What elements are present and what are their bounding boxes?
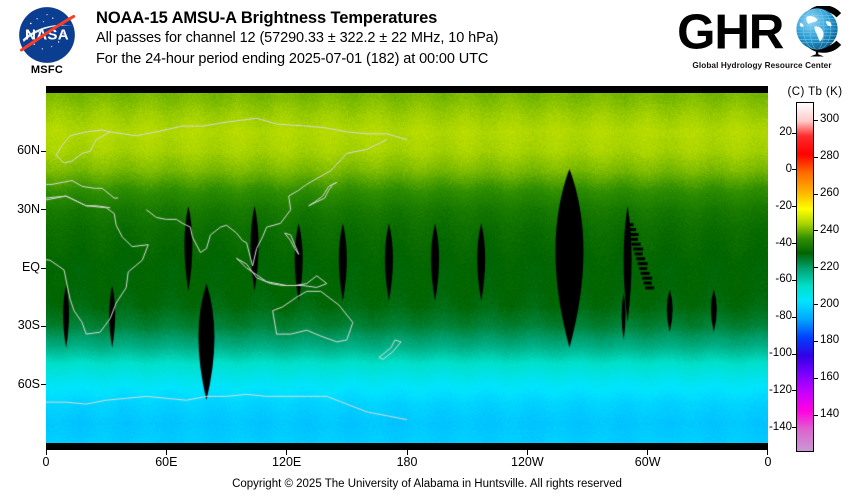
colorbar-label-celsius: -100 [768, 347, 792, 360]
colorbar-tick-k [814, 378, 818, 379]
nasa-meatball-icon: NASA [19, 7, 76, 63]
colorbar-tick-c [792, 354, 796, 355]
colorbar-label-kelvin: 160 [820, 371, 840, 384]
y-axis-tick [41, 151, 46, 152]
colorbar-tick-k [814, 230, 818, 231]
title-block: NOAA-15 AMSU-A Brightness Temperatures A… [96, 8, 656, 70]
colorbar-label-kelvin: 300 [820, 113, 840, 126]
map-plot-area [46, 93, 768, 443]
page-header: NASA MSFC NOAA-15 AMSU-A Brightness Temp… [0, 0, 854, 90]
colorbar-label-kelvin: 200 [820, 297, 840, 310]
svg-text:NASA: NASA [25, 27, 69, 44]
y-axis-tick [41, 326, 46, 327]
y-axis-label: 60S [17, 376, 40, 391]
y-axis-tick [41, 384, 46, 385]
colorbar-label-kelvin: 180 [820, 334, 840, 347]
page-subtitle-period: For the 24-hour period ending 2025-07-01… [96, 51, 489, 67]
x-axis-tick [286, 450, 287, 455]
x-axis-label: 0 [764, 455, 772, 469]
colorbar-tick-c [792, 243, 796, 244]
colorbar-title: (C) Tb (K) [787, 86, 843, 98]
svg-text:GHR: GHR [677, 6, 784, 59]
page-title: NOAA-15 AMSU-A Brightness Temperatures [96, 9, 438, 27]
colorbar-label-celsius: -40 [775, 236, 792, 249]
colorbar-label-celsius: -140 [768, 420, 792, 433]
x-axis-label: 60W [634, 455, 661, 469]
x-axis-label: 60E [155, 455, 178, 469]
y-axis-label: 30N [17, 201, 40, 216]
colorbar-label-celsius: 20 [779, 126, 792, 139]
x-axis-tick [166, 450, 167, 455]
y-axis-label: EQ [21, 260, 40, 274]
colorbar-tick-c [792, 169, 796, 170]
colorbar-tick-k [814, 304, 818, 305]
x-axis-tick [46, 450, 47, 455]
nasa-logo: NASA MSFC [8, 4, 86, 84]
colorbar-label-celsius: -80 [775, 310, 792, 323]
colorbar-tick-c [792, 133, 796, 134]
y-axis-tick [41, 209, 46, 210]
colorbar-tick-c [792, 317, 796, 318]
x-axis-tick [527, 450, 528, 455]
colorbar-tick-k [814, 267, 818, 268]
colorbar-label-celsius: -20 [775, 199, 792, 212]
colorbar-label-kelvin: 220 [820, 260, 840, 273]
colorbar-tick-c [792, 390, 796, 391]
colorbar-label-kelvin: 240 [820, 223, 840, 236]
colorbar-label-celsius: -60 [775, 273, 792, 286]
x-axis-label: 0 [42, 455, 50, 469]
x-axis-label: 120E [272, 455, 302, 469]
ghrc-logo: GHR Global Hydrology Resource Center [676, 6, 848, 80]
colorbar-tick-k [814, 120, 818, 121]
ghrc-tagline: Global Hydrology Resource Center [692, 61, 832, 70]
colorbar-tick-k [814, 415, 818, 416]
x-axis-label: 120W [511, 455, 544, 469]
y-axis-label: 30S [17, 318, 40, 333]
x-axis-tick [647, 450, 648, 455]
ghrc-wordmark-icon: GHR [677, 6, 842, 59]
y-axis-tick [41, 268, 46, 269]
colorbar-tick-k [814, 157, 818, 158]
colorbar-tick-k [814, 341, 818, 342]
colorbar-tick-c [792, 280, 796, 281]
page-subtitle-channel: All passes for channel 12 (57290.33 ± 32… [96, 30, 499, 46]
colorbar-label-kelvin: 280 [820, 150, 840, 163]
x-axis-tick [407, 450, 408, 455]
copyright-notice: Copyright © 2025 The University of Alaba… [232, 478, 622, 490]
colorbar-tick-k [814, 194, 818, 195]
colorbar-tick-c [792, 427, 796, 428]
nasa-center-label: MSFC [30, 64, 64, 76]
colorbar-label-celsius: 0 [785, 162, 792, 175]
map-panel [46, 86, 768, 450]
colorbar-label-celsius: -120 [768, 383, 792, 396]
x-axis-label: 180 [396, 455, 418, 469]
x-axis-tick [767, 450, 768, 455]
colorbar-label-kelvin: 260 [820, 187, 840, 200]
colorbar-gradient [796, 102, 814, 452]
y-axis-label: 60N [17, 143, 40, 158]
colorbar-label-kelvin: 140 [820, 408, 840, 421]
brightness-temperature-raster [46, 93, 768, 443]
colorbar-tick-c [792, 206, 796, 207]
